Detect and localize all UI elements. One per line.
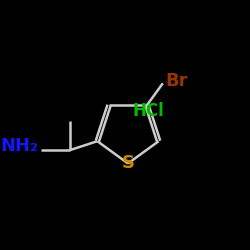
Text: S: S bbox=[122, 154, 134, 172]
Text: NH₂: NH₂ bbox=[0, 137, 38, 155]
Text: HCl: HCl bbox=[133, 102, 165, 120]
Text: Br: Br bbox=[165, 72, 188, 90]
